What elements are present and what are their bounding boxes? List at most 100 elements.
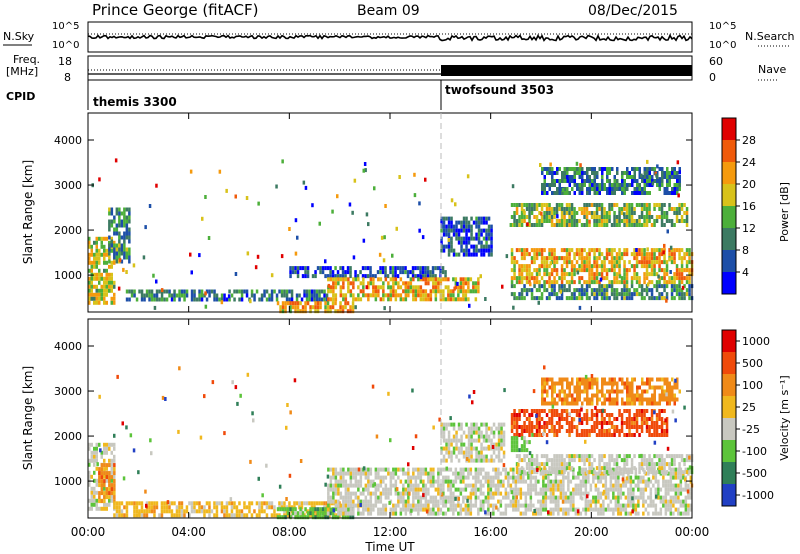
heat-cell — [576, 401, 579, 406]
heat-cell — [414, 495, 418, 500]
heat-cell — [520, 211, 524, 215]
heat-cell — [362, 168, 365, 173]
heat-cell — [406, 270, 410, 275]
heat-cell — [580, 260, 584, 265]
heat-cell — [349, 281, 353, 286]
heat-cell — [100, 288, 103, 293]
heat-cell — [178, 293, 181, 298]
heat-cell — [585, 454, 589, 459]
heat-cell — [475, 244, 478, 249]
heat-cell — [449, 467, 453, 472]
heat-cell — [640, 173, 643, 178]
heat-cell — [310, 289, 314, 294]
heat-cell — [460, 228, 463, 233]
heat-cell — [597, 475, 600, 480]
heat-cell — [643, 421, 646, 425]
heat-cell — [548, 276, 551, 281]
heat-cell — [128, 235, 131, 240]
heat-cell — [321, 266, 325, 271]
heat-cell — [394, 503, 398, 508]
heat-cell — [605, 219, 609, 223]
heat-cell — [680, 280, 684, 285]
heat-cell — [535, 252, 539, 257]
heat-cell — [608, 167, 611, 171]
heat-cell — [543, 470, 546, 475]
heat-cell — [534, 483, 538, 488]
heat-cell — [598, 280, 601, 285]
heat-cell — [642, 511, 645, 516]
heat-cell — [538, 280, 541, 285]
heat-cell — [578, 248, 581, 253]
heat-cell — [660, 425, 664, 429]
heat-cell — [625, 288, 629, 293]
heat-cell — [672, 467, 675, 472]
heat-cell — [588, 248, 591, 253]
heat-cell — [364, 293, 368, 298]
heat-cell — [110, 236, 113, 241]
heat-cell — [412, 471, 415, 476]
heat-cell — [320, 297, 324, 302]
heat-cell — [628, 454, 631, 459]
heat-cell — [382, 503, 385, 508]
heat-cell — [323, 501, 326, 506]
heat-cell — [359, 483, 363, 488]
heat-cell — [575, 211, 579, 215]
heat-cell — [643, 252, 646, 257]
heat-cell — [515, 260, 519, 265]
heat-cell — [362, 511, 365, 516]
heat-cell — [623, 470, 626, 475]
heat-cell — [455, 220, 458, 225]
heat-cell — [469, 503, 473, 508]
heat-cell — [95, 276, 98, 281]
heat-cell — [339, 511, 343, 516]
heat-cell — [510, 444, 514, 449]
heat-cell — [442, 422, 446, 427]
heat-cell — [424, 297, 428, 302]
heat-cell — [623, 466, 626, 471]
heat-cell — [502, 467, 505, 472]
heat-cell — [615, 425, 619, 429]
heat-cell — [447, 438, 451, 443]
heat-cell — [594, 483, 598, 488]
heat-cell — [442, 220, 446, 225]
heat-cell — [359, 281, 363, 286]
heat-cell — [543, 425, 546, 429]
heat-cell — [447, 252, 451, 257]
heat-cell — [590, 215, 594, 219]
heat-cell — [678, 183, 681, 187]
heat-cell — [575, 248, 579, 253]
heat-cell — [608, 280, 611, 285]
heat-cell — [538, 433, 541, 437]
heat-cell — [665, 260, 669, 265]
heat-cell — [578, 377, 581, 382]
heat-cell — [457, 503, 460, 508]
heat-cell — [362, 499, 365, 504]
heat-cell — [634, 475, 638, 480]
heat-cell — [369, 471, 373, 476]
heat-cell — [402, 289, 405, 294]
heat-cell — [185, 289, 189, 294]
heat-cell — [673, 175, 676, 179]
heat-cell — [520, 268, 524, 273]
heat-cell — [469, 289, 473, 294]
heat-cell — [553, 409, 556, 413]
heat-cell — [143, 513, 146, 518]
heat-cell — [379, 277, 383, 282]
heat-cell — [457, 228, 461, 233]
heat-cell — [110, 260, 113, 265]
heat-cell — [198, 253, 201, 258]
heat-cell — [530, 429, 534, 433]
heat-cell — [585, 215, 589, 219]
heat-cell — [306, 515, 310, 520]
heat-cell — [535, 272, 539, 277]
heat-cell — [510, 284, 514, 289]
heat-cell — [688, 296, 691, 301]
heat-cell — [583, 183, 586, 187]
heat-cell — [625, 462, 629, 467]
heat-cell — [555, 203, 559, 207]
heat-cell — [678, 280, 681, 285]
heat-cell — [578, 296, 581, 301]
heat-cell — [610, 207, 614, 211]
heat-cell — [579, 511, 583, 516]
heat-cell — [283, 293, 286, 298]
